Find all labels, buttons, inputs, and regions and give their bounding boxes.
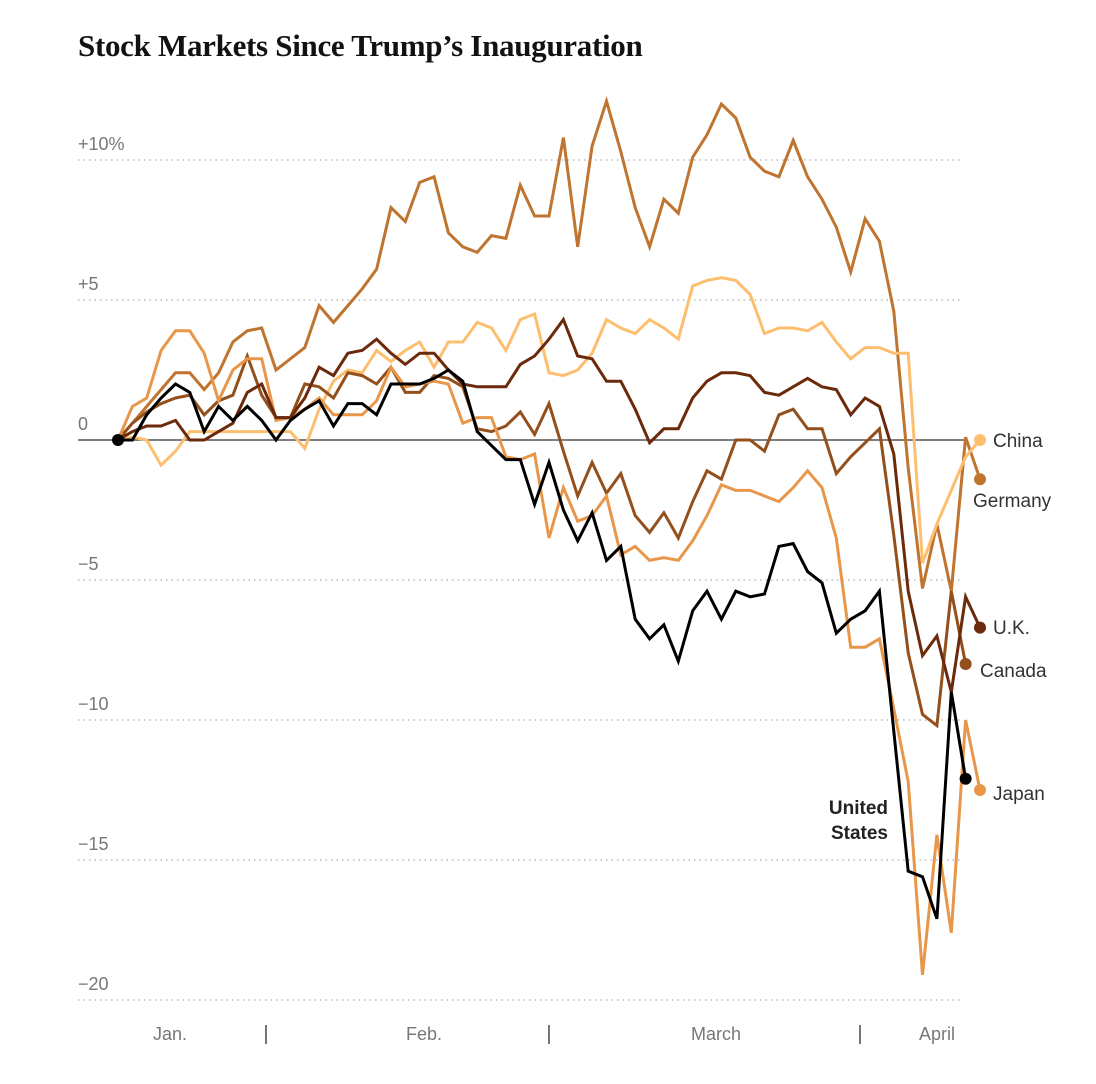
- y-tick-label: −10: [78, 694, 109, 714]
- series-label-united-states: United States: [828, 798, 888, 844]
- end-dot-germany: [974, 473, 986, 486]
- y-tick-label: 0: [78, 414, 88, 434]
- series-line-united-states: [118, 368, 968, 920]
- month-separator: |: [546, 1023, 551, 1045]
- series-label-japan: Japan: [993, 784, 1045, 805]
- y-tick-label: −5: [78, 554, 99, 574]
- end-dot-china: [974, 434, 986, 446]
- series-end-dots: [112, 434, 986, 796]
- y-tick-label: +10%: [78, 134, 125, 154]
- y-tick-label: +5: [78, 274, 99, 294]
- series-labels: China Germany U.K. Canada Japan: [973, 431, 1052, 805]
- y-axis-tick-labels: +10% +5 0 −5 −10 −15 −20: [78, 134, 125, 994]
- series-label-uk: U.K.: [993, 618, 1030, 639]
- series-line-canada: [116, 351, 968, 729]
- series-line-u-k: [117, 316, 982, 693]
- end-dot-canada: [959, 658, 972, 670]
- series-line-china: [117, 276, 982, 564]
- series-line-germany: [116, 96, 982, 592]
- series-label-china: China: [993, 431, 1043, 452]
- y-tick-label: −20: [78, 974, 109, 994]
- series-label-germany: Germany: [973, 491, 1052, 512]
- x-tick-label-march: March: [691, 1024, 741, 1044]
- x-axis-labels: Jan. | Feb. | March | April: [153, 1023, 955, 1045]
- x-tick-label-jan: Jan.: [153, 1024, 187, 1044]
- x-tick-label-feb: Feb.: [406, 1024, 442, 1044]
- month-separator: |: [857, 1023, 862, 1045]
- chart-title: Stock Markets Since Trump’s Inauguration: [78, 28, 643, 63]
- end-dot-u-k: [974, 621, 986, 634]
- x-tick-label-april: April: [919, 1024, 955, 1044]
- series-lines: [116, 96, 982, 975]
- end-dot-united-states: [959, 772, 972, 785]
- end-dot-japan: [974, 784, 986, 796]
- series-label-canada: Canada: [980, 661, 1047, 682]
- start-dot: [112, 434, 124, 446]
- y-tick-label: −15: [78, 834, 109, 854]
- month-separator: |: [263, 1023, 268, 1045]
- gridlines: [78, 159, 966, 1001]
- series-line-japan: [116, 329, 982, 975]
